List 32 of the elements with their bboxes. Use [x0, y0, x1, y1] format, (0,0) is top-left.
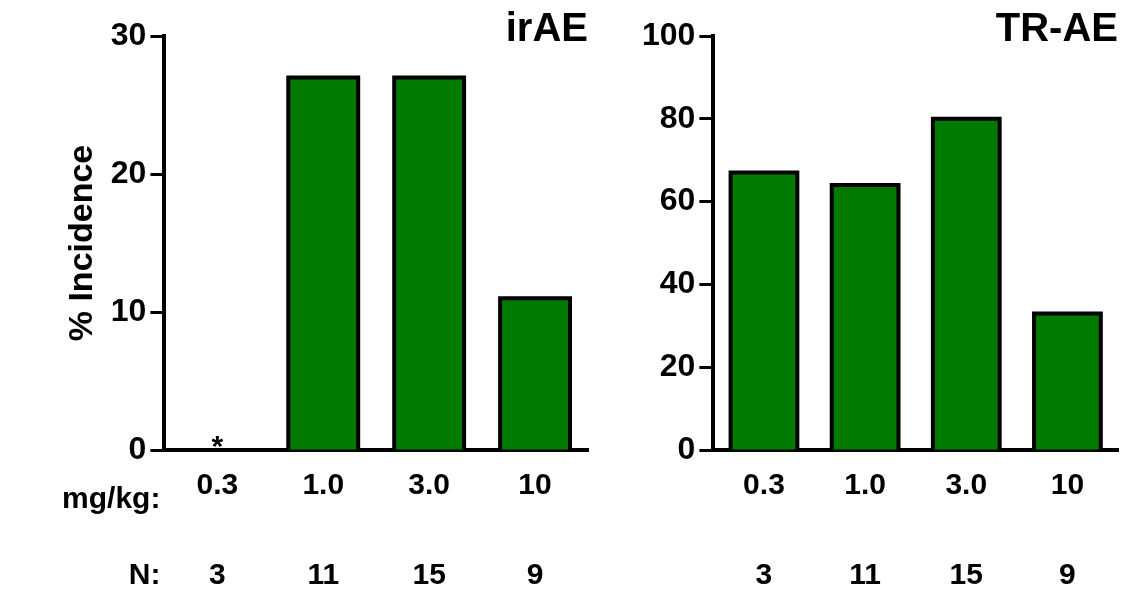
y-tick-label: 10: [110, 291, 147, 328]
chart-title: TR-AE: [995, 5, 1118, 50]
x-tick-label: 3.0: [408, 467, 451, 501]
y-tick-label: 40: [659, 264, 696, 301]
y-tick-label: 30: [110, 15, 147, 52]
text: 15: [412, 557, 446, 591]
chart-title: irAE: [505, 5, 588, 50]
text: mg/kg:: [62, 481, 161, 515]
y-tick-label: 60: [659, 181, 696, 218]
x-tick-label: 1.0: [302, 467, 345, 501]
x-tick-label: 0.3: [743, 467, 785, 501]
annotation: *: [211, 429, 224, 462]
y-tick-label: 0: [677, 429, 696, 466]
text: 3: [755, 557, 773, 591]
x-tick-label: 10: [518, 467, 552, 501]
text: N:: [128, 557, 161, 591]
y-axis-title: % Incidence: [60, 144, 99, 342]
y-tick-label: 100: [642, 15, 696, 52]
y-tick-label: 20: [659, 347, 696, 384]
text: 9: [526, 557, 544, 591]
x-tick-label: 10: [1050, 467, 1085, 501]
text: 11: [307, 557, 340, 591]
text: 3: [209, 557, 226, 591]
text: 11: [849, 557, 881, 591]
x-tick-label: 3.0: [945, 467, 988, 501]
text: 15: [949, 557, 983, 591]
y-tick-label: 0: [128, 429, 147, 466]
x-tick-label: 1.0: [844, 467, 886, 501]
y-tick-label: 80: [659, 98, 696, 135]
text: 9: [1059, 557, 1076, 591]
y-tick-label: 20: [110, 153, 147, 190]
x-tick-label: 0.3: [196, 467, 239, 501]
